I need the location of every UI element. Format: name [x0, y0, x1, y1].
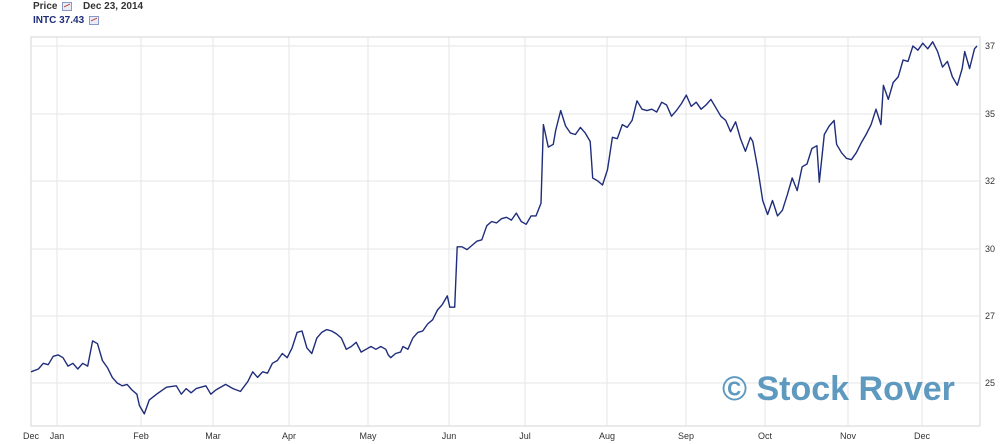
watermark: © Stock Rover [722, 370, 955, 408]
x-tick-label: Jul [519, 431, 531, 441]
x-tick-label: Feb [133, 431, 149, 441]
y-tick-label: 27 [985, 311, 995, 321]
x-tick-label: Dec [914, 431, 931, 441]
chart-date: Dec 23, 2014 [83, 1, 144, 12]
plot-frame [30, 36, 981, 427]
chart-header: Price Dec 23, 2014 INTC 37.43 [0, 0, 1000, 30]
y-tick-label: 30 [985, 244, 995, 254]
x-tick-label: Jun [442, 431, 457, 441]
x-tick-label: Sep [678, 431, 694, 441]
x-tick-label: May [359, 431, 377, 441]
x-tick-label: Jan [50, 431, 65, 441]
x-tick-label: Apr [282, 431, 296, 441]
x-tick-label: Nov [840, 431, 857, 441]
y-tick-label: 32 [985, 176, 995, 186]
series-options-icon[interactable] [88, 15, 99, 25]
y-tick-label: 35 [985, 109, 995, 119]
price-label: Price [33, 1, 58, 12]
series-line-intc [30, 41, 978, 415]
x-tick-label: Mar [205, 431, 221, 441]
chart-type-icon[interactable] [62, 1, 73, 11]
x-tick-label: Dec [23, 431, 40, 441]
y-tick-label: 25 [985, 378, 995, 388]
y-tick-label: 37 [985, 41, 995, 51]
ticker-line: INTC 37.43 [33, 15, 103, 26]
price-date-line: Price Dec 23, 2014 [33, 1, 143, 12]
x-tick-label: Oct [758, 431, 773, 441]
ticker-label: INTC 37.43 [33, 15, 85, 26]
x-tick-label: Aug [599, 431, 615, 441]
